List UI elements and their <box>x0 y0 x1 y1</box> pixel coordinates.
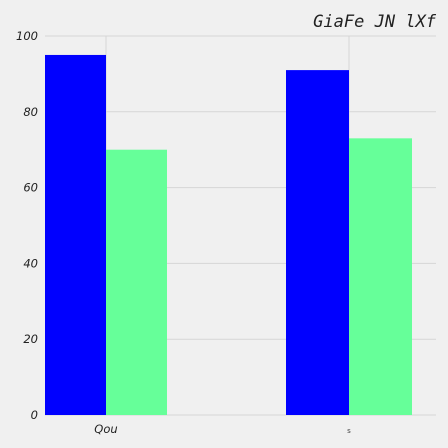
y-axis-tick-labels: 0 20 40 60 80 100 <box>16 29 38 422</box>
y-tick-label: 20 <box>23 332 38 346</box>
bar-s-series-1 <box>286 70 349 416</box>
y-tick-label: 80 <box>23 105 38 119</box>
bars <box>45 54 412 416</box>
x-axis-tick-labels: Qou s <box>94 422 351 436</box>
bar-Qou-series-1 <box>45 54 106 415</box>
y-tick-label: 60 <box>23 181 38 195</box>
x-tick-label: Qou <box>94 422 117 436</box>
bar-Qou-series-2 <box>106 149 167 415</box>
bar-s-series-2 <box>349 138 412 415</box>
y-tick-label: 40 <box>23 256 38 270</box>
x-tick-label: s <box>347 427 351 435</box>
y-tick-label: 0 <box>31 408 38 422</box>
chart-title: GiaFe JN lXf <box>313 12 437 32</box>
y-tick-label: 100 <box>16 29 38 43</box>
